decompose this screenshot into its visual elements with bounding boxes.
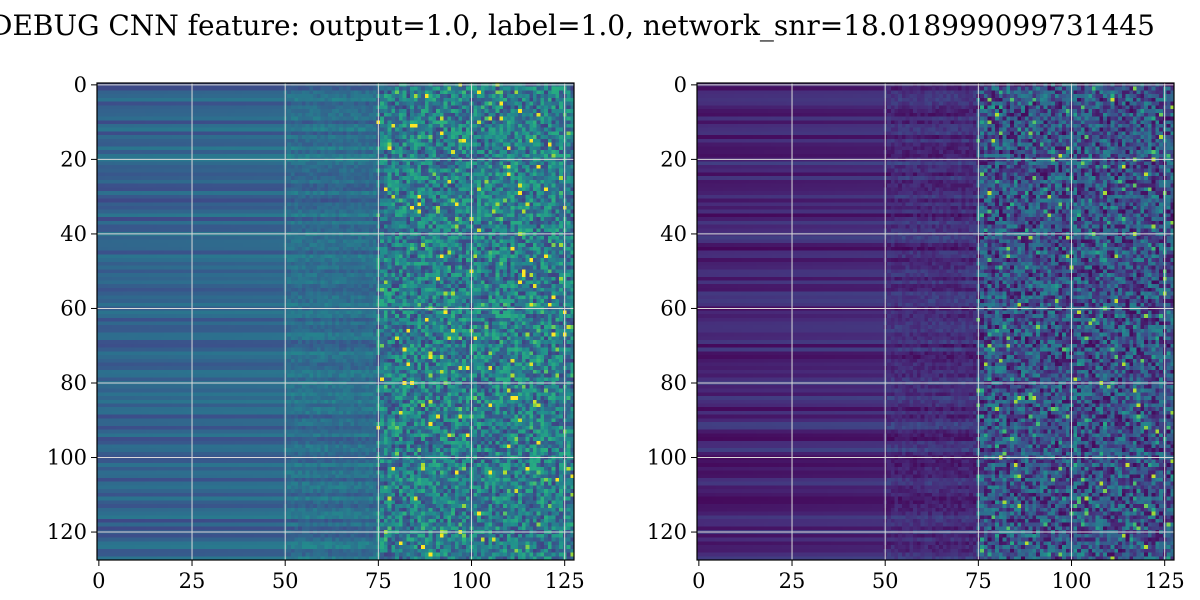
y-tick-label: 0 <box>74 73 87 97</box>
y-tick-label: 100 <box>647 446 687 470</box>
figure-title: DEBUG CNN feature: output=1.0, label=1.0… <box>0 8 1200 48</box>
figure-title-text: DEBUG CNN feature: output=1.0, label=1.0… <box>0 9 1155 42</box>
x-tick-label: 0 <box>692 569 705 593</box>
y-tick-label: 20 <box>660 147 687 171</box>
x-tick-label: 25 <box>779 569 806 593</box>
y-tick-label: 120 <box>647 520 687 544</box>
y-tick-label: 80 <box>60 371 87 395</box>
x-tick-label: 25 <box>179 569 206 593</box>
heatmap-image <box>697 83 1174 560</box>
y-tick-label: 100 <box>47 446 87 470</box>
y-tick-label: 80 <box>660 371 687 395</box>
y-tick-label: 120 <box>47 520 87 544</box>
y-tick-label: 0 <box>674 73 687 97</box>
heatmap-cells <box>97 83 574 560</box>
heatmap-left: 0 25 50 75 100 125 0 20 40 60 80 100 120 <box>47 73 585 593</box>
x-tick-label: 50 <box>872 569 899 593</box>
x-tick-label: 100 <box>1051 569 1091 593</box>
y-tick-label: 60 <box>660 296 687 320</box>
x-tick-label: 100 <box>451 569 491 593</box>
heatmap-cells <box>697 83 1174 560</box>
x-tick-label: 125 <box>1145 569 1185 593</box>
x-tick-label: 75 <box>965 569 992 593</box>
x-tick-label: 0 <box>92 569 105 593</box>
heatmap-image <box>97 83 574 560</box>
y-tick-label: 60 <box>60 296 87 320</box>
x-tick-label: 50 <box>272 569 299 593</box>
x-tick-label: 75 <box>365 569 392 593</box>
axes-frame <box>696 82 1175 561</box>
y-tick-label: 20 <box>60 147 87 171</box>
axes-frame <box>96 82 575 561</box>
y-tick-label: 40 <box>60 222 87 246</box>
x-tick-label: 125 <box>545 569 585 593</box>
y-tick-label: 40 <box>660 222 687 246</box>
heatmap-right: 0 25 50 75 100 125 0 20 40 60 80 100 120 <box>647 73 1185 593</box>
